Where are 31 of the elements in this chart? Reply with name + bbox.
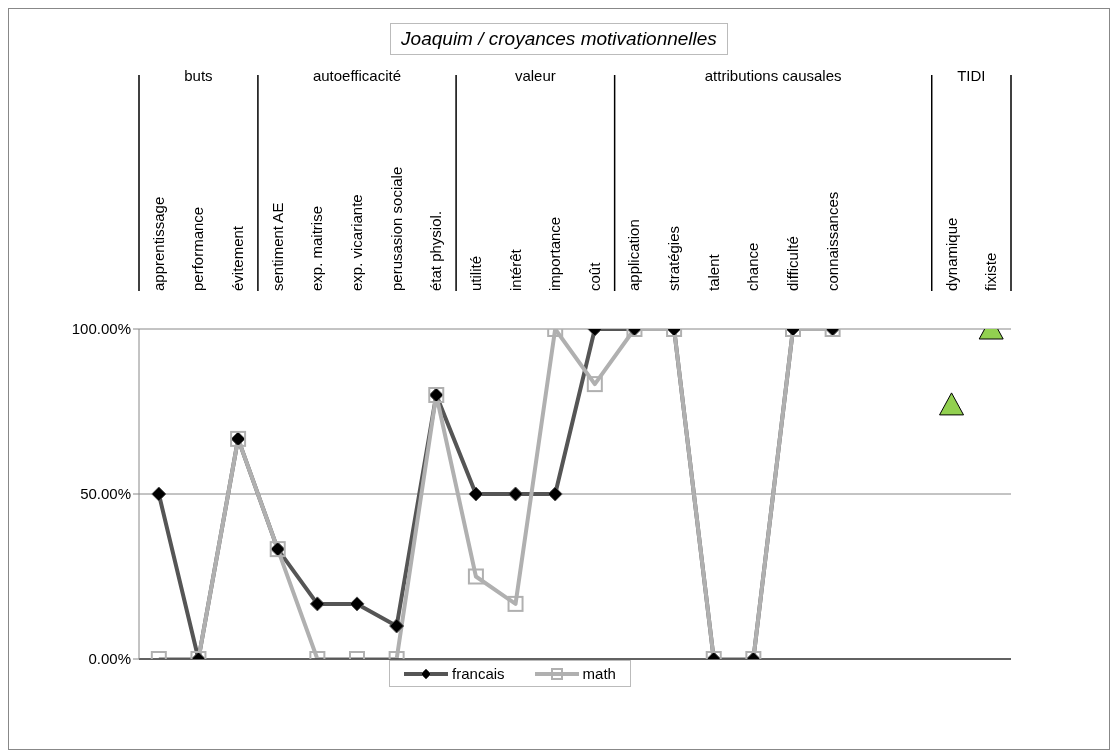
x-tick-label: évitement — [229, 225, 247, 291]
x-tick-label: application — [625, 219, 643, 291]
x-tick-label: perusasion sociale — [387, 166, 405, 291]
x-tick-label: exp. vicariante — [348, 194, 365, 291]
x-tick-label: état physiol. — [427, 210, 445, 291]
x-tick-label: sentiment AE — [268, 202, 286, 291]
text: valeur — [513, 67, 557, 84]
y-tick-label: 100.00% — [71, 320, 131, 338]
text: TIDI — [956, 67, 987, 84]
x-tick-label: importance — [546, 216, 564, 291]
x-tick-label: dynamique — [942, 217, 960, 291]
x-tick-label: utilité — [466, 255, 484, 291]
x-tick-label: chance — [744, 242, 762, 291]
y-tick-label: 50.00% — [80, 485, 131, 503]
text: attributions causales — [703, 67, 843, 84]
text: buts — [183, 67, 214, 84]
legend-label: math — [582, 665, 616, 682]
chart-title: Joaquim / croyances motivationnelles — [390, 23, 728, 55]
x-tick-label: apprentissage — [149, 196, 167, 291]
x-tick-label: performance — [189, 206, 207, 291]
text: autoefficacité — [311, 67, 403, 84]
legend-label: francais — [452, 665, 505, 682]
x-tick-label: connaissances — [823, 191, 841, 291]
x-tick-label: exp. maitrise — [308, 205, 326, 291]
x-tick-label: talent — [704, 253, 722, 291]
y-tick-label: 0.00% — [88, 650, 131, 668]
x-tick-label: fixiste — [982, 252, 1000, 291]
x-tick-label: stratégies — [665, 225, 683, 291]
x-tick-label: intérêt — [506, 248, 524, 291]
x-tick-label: coût — [585, 261, 603, 291]
x-tick-label: difficulté — [784, 236, 801, 291]
